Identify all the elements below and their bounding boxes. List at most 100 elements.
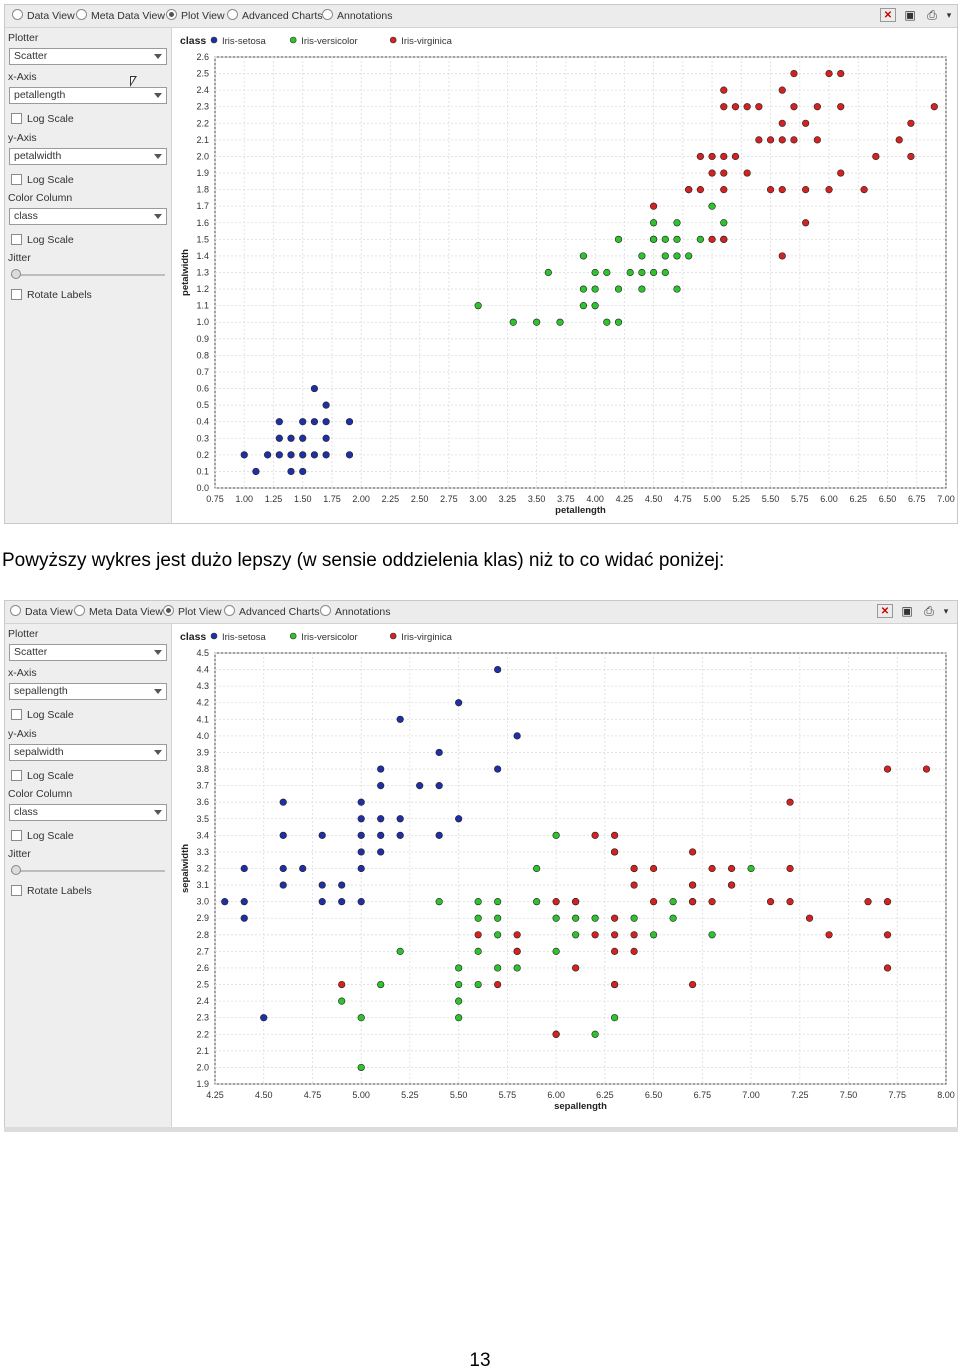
x-tick-label: 4.25 — [206, 1090, 224, 1100]
data-point — [696, 186, 704, 194]
x-tick-label: 3.00 — [469, 494, 487, 504]
legend-title: class — [180, 631, 206, 643]
y-log-scale-checkbox[interactable]: Log Scale — [11, 174, 74, 187]
print-icon[interactable]: ⎙ — [927, 8, 937, 22]
tab-meta-data-view[interactable]: Meta Data View — [73, 605, 163, 619]
y-log-scale-checkbox[interactable]: Log Scale — [11, 770, 74, 783]
plotter-select[interactable]: Scatter — [9, 644, 167, 661]
y-tick-label: 1.9 — [196, 1079, 209, 1089]
chevron-down-icon — [154, 214, 162, 219]
dropdown-icon[interactable]: ▾ — [946, 10, 952, 20]
data-point — [860, 186, 868, 194]
jitter-slider[interactable] — [11, 865, 165, 877]
y-tick-label: 2.1 — [196, 1046, 209, 1056]
data-point — [614, 235, 623, 243]
rotate-labels-checkbox[interactable]: Rotate Labels — [11, 289, 92, 302]
plotter-select[interactable]: Scatter — [9, 48, 167, 65]
tab-plot-view[interactable]: Plot View — [162, 605, 222, 619]
y-axis-select[interactable]: petalwidth — [9, 148, 167, 165]
data-point — [572, 931, 580, 939]
data-point — [474, 898, 482, 906]
tab-meta-data-view[interactable]: Meta Data View — [75, 9, 165, 23]
data-point — [825, 931, 833, 939]
y-tick-label: 0.1 — [196, 466, 209, 476]
x-axis-select[interactable]: sepallength — [9, 683, 167, 700]
data-point — [494, 914, 502, 922]
data-point — [310, 451, 319, 459]
data-point — [720, 86, 728, 94]
y-tick-label: 4.5 — [196, 648, 209, 658]
y-tick-label: 3.0 — [196, 897, 209, 907]
data-point — [221, 898, 229, 906]
rotate-labels-checkbox[interactable]: Rotate Labels — [11, 885, 92, 898]
save-icon[interactable]: ▣ — [901, 604, 913, 618]
legend-entry: Iris-setosa — [222, 36, 267, 47]
dropdown-icon[interactable]: ▾ — [943, 606, 949, 616]
color-log-scale-checkbox[interactable]: Log Scale — [11, 830, 74, 843]
data-point — [474, 980, 482, 989]
y-axis-select[interactable]: sepalwidth — [9, 744, 167, 761]
y-tick-label: 0.2 — [196, 450, 209, 460]
x-tick-label: 6.00 — [820, 494, 838, 504]
tab-data-view[interactable]: Data View — [11, 9, 75, 23]
x-tick-label: 1.75 — [323, 494, 341, 504]
color-column-select[interactable]: class — [9, 208, 167, 225]
data-point — [396, 715, 404, 723]
data-point — [579, 252, 588, 260]
data-point — [322, 401, 330, 409]
data-point — [720, 186, 728, 194]
data-point — [377, 815, 385, 823]
x-axis-select[interactable]: petallength — [9, 87, 167, 104]
plotter-label: Plotter — [8, 628, 39, 640]
data-point — [240, 898, 248, 906]
data-point — [357, 898, 365, 906]
data-point — [731, 103, 740, 111]
data-point — [802, 186, 810, 194]
data-point — [813, 136, 821, 144]
x-log-scale-checkbox[interactable]: Log Scale — [11, 709, 74, 722]
color-column-select[interactable]: class — [9, 804, 167, 821]
data-point — [299, 451, 307, 459]
data-point — [708, 152, 716, 161]
color-column-label: Color Column — [8, 192, 73, 204]
save-icon[interactable]: ▣ — [904, 8, 916, 22]
data-point — [650, 219, 658, 227]
data-point — [572, 914, 580, 922]
data-point — [696, 235, 704, 243]
data-point — [455, 980, 463, 989]
close-icon[interactable]: ✕ — [880, 8, 896, 22]
data-point — [299, 434, 307, 442]
tab-advanced-charts[interactable]: Advanced Charts — [226, 9, 323, 23]
data-point — [922, 765, 931, 773]
data-point — [611, 831, 619, 839]
tab-annotations[interactable]: Annotations — [319, 605, 390, 619]
x-tick-label: 6.25 — [850, 494, 868, 504]
print-icon[interactable]: ⎙ — [924, 604, 934, 618]
x-tick-label: 4.50 — [645, 494, 663, 504]
x-tick-label: 4.25 — [616, 494, 634, 504]
data-point — [766, 136, 775, 144]
x-log-scale-checkbox[interactable]: Log Scale — [11, 113, 74, 126]
data-point — [474, 914, 482, 922]
data-point — [755, 136, 763, 144]
slider-knob[interactable] — [11, 865, 21, 875]
tab-plot-view[interactable]: Plot View — [165, 9, 225, 23]
jitter-slider[interactable] — [11, 269, 165, 281]
tab-advanced-charts[interactable]: Advanced Charts — [223, 605, 320, 619]
tab-data-view[interactable]: Data View — [9, 605, 73, 619]
color-log-scale-checkbox[interactable]: Log Scale — [11, 234, 74, 247]
data-point — [603, 268, 611, 277]
y-tick-label: 3.9 — [196, 747, 209, 757]
data-point — [864, 898, 872, 906]
chevron-down-icon — [154, 93, 162, 98]
close-icon[interactable]: ✕ — [877, 604, 893, 618]
slider-knob[interactable] — [11, 269, 21, 279]
data-point — [322, 418, 330, 426]
y-tick-label: 4.1 — [196, 714, 209, 724]
data-point — [552, 947, 560, 955]
tab-annotations[interactable]: Annotations — [321, 9, 392, 23]
y-tick-label: 3.8 — [196, 764, 209, 774]
data-point — [727, 881, 736, 889]
data-point — [630, 947, 638, 955]
data-point — [790, 103, 798, 111]
